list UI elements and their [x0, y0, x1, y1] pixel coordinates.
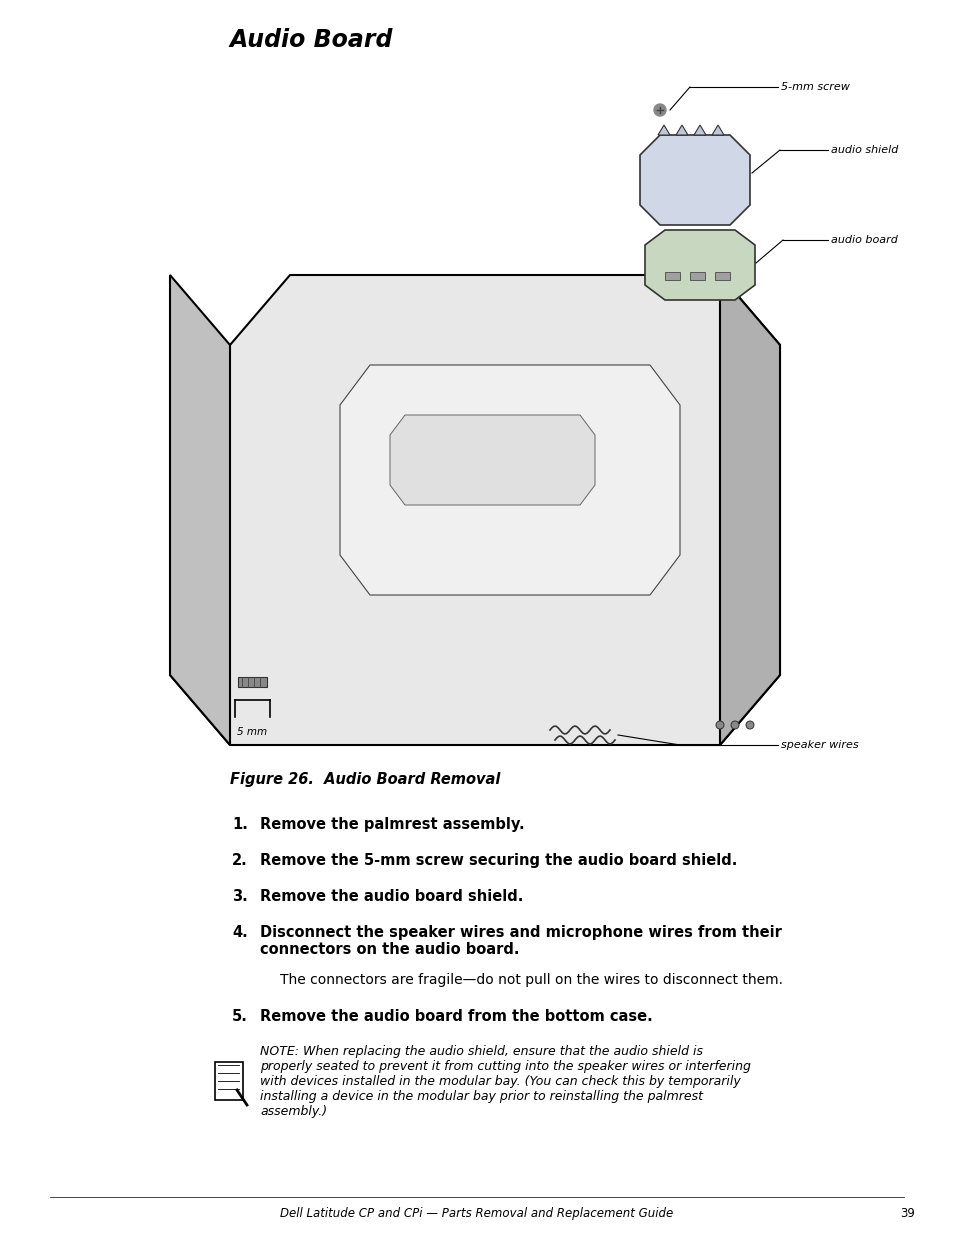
- Text: Figure 26.  Audio Board Removal: Figure 26. Audio Board Removal: [230, 772, 500, 787]
- Text: Remove the palmrest assembly.: Remove the palmrest assembly.: [260, 818, 524, 832]
- Polygon shape: [339, 366, 679, 595]
- Polygon shape: [676, 125, 687, 135]
- Text: Disconnect the speaker wires and microphone wires from their
connectors on the a: Disconnect the speaker wires and microph…: [260, 925, 781, 957]
- Text: NOTE: When replacing the audio shield, ensure that the audio shield is
properly : NOTE: When replacing the audio shield, e…: [260, 1045, 750, 1118]
- Polygon shape: [390, 415, 595, 505]
- Polygon shape: [720, 275, 780, 745]
- Text: Remove the audio board from the bottom case.: Remove the audio board from the bottom c…: [260, 1009, 652, 1024]
- Text: 1.: 1.: [232, 818, 248, 832]
- Text: 2.: 2.: [232, 853, 248, 868]
- Text: Remove the 5-mm screw securing the audio board shield.: Remove the 5-mm screw securing the audio…: [260, 853, 737, 868]
- Text: speaker wires: speaker wires: [781, 740, 858, 750]
- Polygon shape: [693, 125, 705, 135]
- Bar: [714, 272, 729, 280]
- Text: audio board: audio board: [830, 235, 897, 245]
- Text: 5-mm screw: 5-mm screw: [781, 82, 849, 91]
- Polygon shape: [170, 275, 230, 745]
- Circle shape: [745, 721, 753, 729]
- Polygon shape: [170, 275, 780, 745]
- Polygon shape: [658, 125, 669, 135]
- Polygon shape: [711, 125, 723, 135]
- Text: 3.: 3.: [232, 889, 248, 904]
- Text: The connectors are fragile—do not pull on the wires to disconnect them.: The connectors are fragile—do not pull o…: [280, 973, 782, 987]
- Text: Dell Latitude CP and CPi — Parts Removal and Replacement Guide: Dell Latitude CP and CPi — Parts Removal…: [280, 1207, 673, 1220]
- Text: Audio Board: Audio Board: [230, 28, 393, 52]
- Circle shape: [730, 721, 739, 729]
- Polygon shape: [644, 230, 754, 300]
- Text: 39: 39: [899, 1207, 914, 1220]
- Text: audio shield: audio shield: [830, 144, 898, 156]
- Circle shape: [654, 104, 665, 116]
- Polygon shape: [237, 677, 267, 687]
- Text: 4.: 4.: [232, 925, 248, 940]
- Text: 5.: 5.: [232, 1009, 248, 1024]
- Polygon shape: [639, 135, 749, 225]
- Bar: [664, 272, 679, 280]
- Bar: [214, 1062, 243, 1100]
- Text: 5 mm: 5 mm: [236, 727, 267, 737]
- Circle shape: [716, 721, 723, 729]
- Text: Remove the audio board shield.: Remove the audio board shield.: [260, 889, 523, 904]
- Bar: [689, 272, 704, 280]
